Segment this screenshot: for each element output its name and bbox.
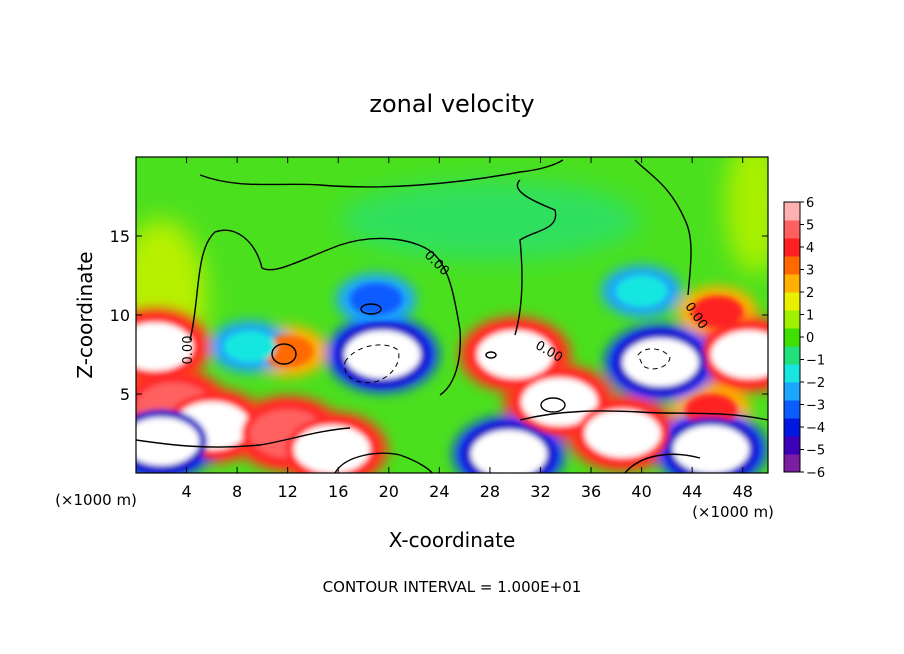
field-feature	[665, 417, 758, 473]
field-feature	[336, 322, 429, 387]
colorbar-swatch	[784, 292, 800, 311]
y-tick-label: 5	[120, 385, 130, 404]
field-feature	[469, 322, 562, 387]
x-tick-label: 16	[328, 482, 348, 501]
colorbar-tick-label: 6	[806, 196, 814, 211]
x-axis-label: X-coordinate	[389, 528, 516, 552]
zero-contours	[136, 159, 768, 473]
x-tick-label: 4	[181, 482, 191, 501]
x-unit-left: (×1000 m)	[55, 491, 137, 509]
contour-line	[199, 159, 564, 188]
colorbar-tick-label: −1	[806, 354, 825, 369]
colorbar-swatch	[784, 364, 800, 383]
x-tick-label: 28	[480, 482, 500, 501]
colorbar-tick-label: 1	[806, 309, 814, 324]
field-wash	[339, 180, 640, 261]
contour-line	[189, 229, 462, 396]
contour-line	[360, 303, 382, 315]
colorbar-swatch	[784, 238, 800, 257]
colorbar-swatch	[784, 274, 800, 293]
field-feature	[350, 283, 403, 316]
colorbar-tick-label: −5	[806, 444, 825, 459]
x-tick-label: 12	[278, 482, 298, 501]
field-feature	[223, 330, 276, 363]
contour-line	[334, 452, 433, 473]
chart-title: zonal velocity	[369, 90, 534, 118]
colorbar-swatch	[784, 382, 800, 401]
x-unit-right: (×1000 m)	[692, 503, 774, 521]
colorbar-swatch	[784, 418, 800, 437]
colorbar-swatch	[784, 328, 800, 347]
field-feature	[136, 314, 201, 379]
colorbar-swatch	[784, 454, 800, 473]
x-tick-label: 40	[631, 482, 651, 501]
field-feature	[576, 401, 669, 466]
x-tick-label: 48	[733, 482, 753, 501]
velocity-field	[136, 157, 768, 473]
field-feature	[703, 322, 768, 387]
contour-line	[485, 351, 497, 359]
y-tick-label: 15	[110, 227, 130, 246]
x-tick-label: 36	[581, 482, 601, 501]
colorbar-swatch	[784, 310, 800, 329]
colorbar-tick-label: 4	[806, 241, 814, 256]
contour-line	[514, 179, 557, 336]
field-feature	[462, 422, 555, 473]
colorbar-tick-label: 5	[806, 219, 814, 234]
field-wash	[725, 157, 768, 275]
colorbar-swatch	[784, 400, 800, 419]
contour-label: 0.00	[181, 336, 196, 365]
plot-area: 0.000.000.000.00	[136, 157, 768, 473]
contour-line	[344, 344, 400, 384]
x-tick-label: 44	[682, 482, 702, 501]
colorbar-swatch	[784, 346, 800, 365]
colorbar-tick-label: −2	[806, 376, 825, 391]
colorbar-swatch	[784, 256, 800, 275]
field-feature	[615, 275, 668, 308]
colorbar-tick-label: 2	[806, 286, 814, 301]
y-tick-label: 10	[110, 306, 130, 325]
contour-line	[271, 343, 297, 365]
x-tick-label: 24	[429, 482, 449, 501]
contour-interval-note: CONTOUR INTERVAL = 1.000E+01	[323, 578, 582, 596]
colorbar-tick-label: −3	[806, 399, 825, 414]
x-axis: 4 8 12 16 20 24 28 32 36 40 44 48	[181, 157, 753, 501]
contour-line	[624, 453, 701, 473]
x-tick-label: 20	[379, 482, 399, 501]
contour-line	[540, 397, 566, 413]
contour-line	[634, 159, 692, 296]
colorbar-swatch	[784, 220, 800, 239]
y-axis-label: Z-coordinate	[73, 251, 97, 378]
colorbar-swatch	[784, 436, 800, 455]
x-tick-label: 32	[530, 482, 550, 501]
contour-line	[136, 427, 351, 448]
field-feature	[685, 393, 738, 426]
x-tick-label: 8	[232, 482, 242, 501]
colorbar-tick-label: −4	[806, 421, 825, 436]
field-feature	[614, 330, 707, 395]
contour-line	[637, 348, 671, 370]
y-axis: 5 10 15	[110, 227, 768, 404]
colorbar-tick-label: −6	[806, 466, 825, 481]
field-feature	[691, 295, 744, 328]
colorbar: 6 5 4 3 2 1 0 −1 −2 −3 −4 −5 −6	[783, 196, 825, 481]
colorbar-tick-label: 0	[806, 331, 814, 346]
colorbar-tick-label: 3	[806, 264, 814, 279]
field-feature	[136, 409, 208, 473]
colorbar-swatch	[784, 202, 800, 221]
contour-line	[519, 410, 768, 421]
